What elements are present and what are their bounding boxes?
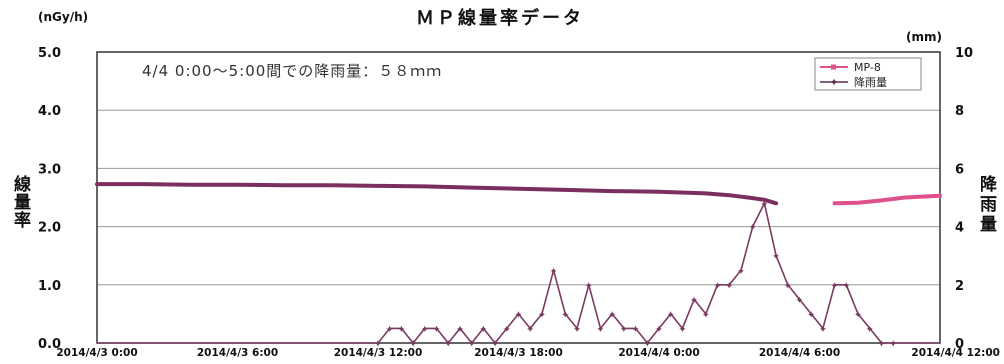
rainfall-point: ✦	[748, 223, 756, 234]
rainfall-point: ✦	[467, 339, 475, 350]
rainfall-point: ✦	[549, 266, 557, 277]
left-axis-label-char-2: 量	[14, 192, 31, 213]
left-axis-label-char-3: 率	[14, 210, 31, 231]
right-tick-label-0: 0	[955, 337, 964, 352]
left-tick-label-1: 1.0	[38, 279, 61, 294]
rainfall-point: ✦	[479, 324, 487, 335]
rainfall-point: ✦	[807, 310, 815, 321]
rainfall-point: ✦	[725, 281, 733, 292]
rainfall-point: ✦	[620, 324, 628, 335]
rainfall-point: ✦	[866, 324, 874, 335]
rainfall-point: ✦	[877, 339, 885, 350]
rainfall-point: ✦	[760, 199, 768, 210]
rainfall-line	[97, 202, 940, 344]
legend-marker-mp8	[831, 64, 836, 70]
rainfall-point: ✦	[585, 281, 593, 292]
right-tick-label-2: 4	[955, 221, 964, 236]
right-axis-label-char-2: 雨	[980, 195, 997, 215]
gridlines	[97, 109, 940, 286]
rainfall-point: ✦	[889, 339, 897, 350]
right-axis-ticks: 0 2 4 6 8 10	[955, 46, 973, 352]
rainfall-point: ✦	[795, 295, 803, 306]
rainfall-point: ✦	[690, 295, 698, 306]
x-tick-label-0: 2014/4/3 0:00	[56, 347, 137, 359]
rainfall-point: ✦	[608, 310, 616, 321]
plot-area-frame	[96, 51, 941, 344]
left-tick-label-2: 2.0	[38, 221, 61, 236]
rainfall-point: ✦	[631, 324, 639, 335]
rainfall-point: ✦	[456, 324, 464, 335]
legend: MP-8 ✦ 降雨量	[814, 57, 922, 91]
rainfall-point: ✦	[444, 339, 452, 350]
left-axis-ticks: 0.0 1.0 2.0 3.0 4.0 5.0	[38, 46, 61, 352]
rainfall-point: ✦	[643, 339, 651, 350]
rainfall-point: ✦	[784, 281, 792, 292]
legend-label-rainfall: 降雨量	[854, 75, 887, 89]
rainfall-annotation: 4/4 0:00～5:00間での降雨量：５８ｍｍ	[142, 62, 442, 80]
right-axis-label-char-3: 量	[980, 214, 997, 235]
rainfall-point: ✦	[596, 324, 604, 335]
x-tick-label-3: 2014/4/3 18:00	[474, 347, 563, 359]
rainfall-point: ✦	[526, 324, 534, 335]
legend-box	[814, 57, 922, 91]
x-tick-label-1: 2014/4/3 6:00	[197, 347, 278, 359]
rainfall-point: ✦	[409, 339, 417, 350]
rainfall-point: ✦	[386, 324, 394, 335]
x-tick-label-4: 2014/4/4 0:00	[618, 347, 699, 359]
rainfall-point: ✦	[819, 324, 827, 335]
left-tick-label-3: 3.0	[38, 162, 61, 177]
right-axis-label-char-1: 降	[980, 174, 998, 195]
rainfall-point: ✦	[655, 324, 663, 335]
rainfall-point: ✦	[830, 281, 838, 292]
right-axis-unit: (mm)	[906, 30, 942, 44]
rainfall-point: ✦	[737, 266, 745, 277]
rainfall-point: ✦	[503, 324, 511, 335]
rainfall-point: ✦	[397, 324, 405, 335]
rainfall-point: ✦	[842, 281, 850, 292]
left-axis-unit: (nGy/h)	[38, 10, 88, 24]
right-tick-label-1: 2	[955, 279, 964, 294]
rainfall-point: ✦	[772, 252, 780, 263]
rainfall-point: ✦	[421, 324, 429, 335]
rainfall-point: ✦	[573, 324, 581, 335]
rainfall-point: ✦	[678, 324, 686, 335]
legend-marker-rainfall: ✦	[829, 76, 838, 89]
x-axis-ticks: 2014/4/3 0:00 2014/4/3 6:00 2014/4/3 12:00…	[56, 347, 1000, 359]
right-tick-label-3: 6	[955, 162, 964, 177]
chart-title: ＭＰ線量率データ	[416, 7, 584, 29]
series-mp8	[95, 182, 942, 206]
right-tick-label-5: 10	[955, 46, 973, 61]
mp8-line-segment-0	[95, 182, 779, 206]
mp8-line-segment-1	[832, 193, 942, 206]
left-tick-label-0: 0.0	[38, 337, 61, 352]
left-tick-label-4: 4.0	[38, 104, 61, 119]
rainfall-point: ✦	[491, 339, 499, 350]
left-axis-label-char-1: 線	[14, 174, 31, 195]
x-tick-label-6: 2014/4/4 12:00	[911, 347, 1000, 359]
rainfall-point: ✦	[561, 310, 569, 321]
legend-label-mp8: MP-8	[854, 61, 881, 74]
rainfall-point: ✦	[432, 324, 440, 335]
rainfall-point: ✦	[514, 310, 522, 321]
right-tick-label-4: 8	[955, 104, 964, 119]
rainfall-point: ✦	[374, 339, 382, 350]
x-tick-label-5: 2014/4/4 6:00	[759, 347, 840, 359]
left-tick-label-5: 5.0	[38, 46, 61, 61]
rainfall-point: ✦	[538, 310, 546, 321]
rainfall-point: ✦	[702, 310, 710, 321]
rainfall-point: ✦	[667, 310, 675, 321]
x-tick-label-2: 2014/4/3 12:00	[334, 347, 423, 359]
series-rainfall: ✦✦ ✦✦✦ ✦✦✦✦✦✦✦✦✦✦✦✦✦✦✦✦✦ ✦✦✦✦✦✦✦✦ ✦✦✦✦✦✦✦✦✦✦…	[97, 199, 940, 350]
rainfall-point: ✦	[713, 281, 721, 292]
rainfall-point: ✦	[854, 310, 862, 321]
